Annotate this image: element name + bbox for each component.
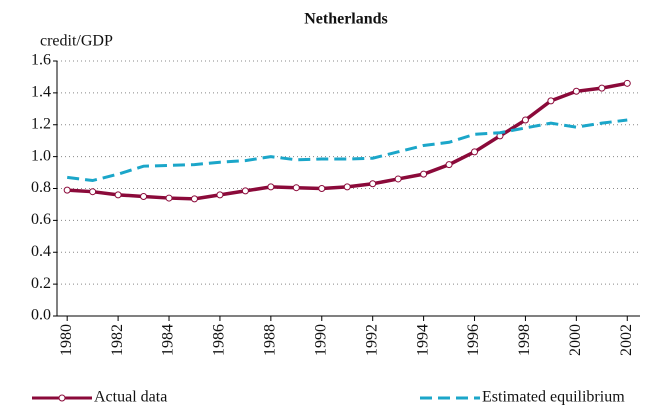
point [521,116,529,124]
point [292,184,300,192]
point [63,186,71,194]
x-tick-label: 1982 [109,324,126,356]
point [394,175,402,183]
point [471,148,479,156]
y-tick-label: 1.4 [31,84,51,101]
point [241,187,249,195]
point [623,79,631,87]
x-tick-label: 1996 [465,324,482,356]
point [343,183,351,191]
point [420,170,428,178]
x-tick-label: 2000 [567,324,584,356]
point [190,195,198,203]
legend-label: Estimated equilibrium [482,389,625,406]
y-axis-label: credit/GDP [40,33,113,50]
y-tick-label: 0.8 [31,179,51,196]
x-tick-label: 1994 [414,324,431,356]
y-tick-label: 0.2 [31,275,51,292]
point [165,194,173,202]
y-tick-label: 0.6 [31,211,51,228]
point [89,188,97,196]
chart-title: Netherlands [304,11,388,28]
y-tick-label: 0.0 [31,307,51,324]
point [547,97,555,105]
point [114,191,122,199]
point [369,180,377,188]
point [445,161,453,169]
legend-marker [58,394,66,402]
point [598,84,606,92]
x-tick-label: 1992 [363,324,380,356]
series-line [67,81,628,201]
legend-label: Actual data [94,389,167,406]
point [572,87,580,95]
x-tick-label: 1984 [160,324,177,356]
series-line [66,118,628,183]
x-tick-label: 2002 [618,324,635,356]
x-tick-label: 1986 [211,324,228,356]
x-tick-label: 1988 [262,324,279,356]
y-tick-label: 1.6 [31,52,51,69]
y-tick-label: 0.4 [31,243,51,260]
x-tick-label: 1998 [516,324,533,356]
y-tick-label: 1.2 [31,115,51,132]
point [318,185,326,192]
x-tick-label: 1980 [58,324,75,356]
x-tick-label: 1990 [312,324,329,356]
point [267,183,275,191]
point [140,192,148,200]
y-tick-label: 1.0 [31,147,51,164]
point [216,191,224,199]
